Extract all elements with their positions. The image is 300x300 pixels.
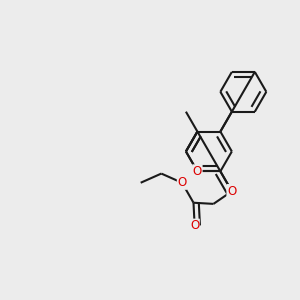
Text: O: O xyxy=(193,165,202,178)
Text: O: O xyxy=(190,219,199,232)
Text: O: O xyxy=(227,185,236,198)
Text: O: O xyxy=(177,176,187,189)
Text: O: O xyxy=(227,185,236,198)
